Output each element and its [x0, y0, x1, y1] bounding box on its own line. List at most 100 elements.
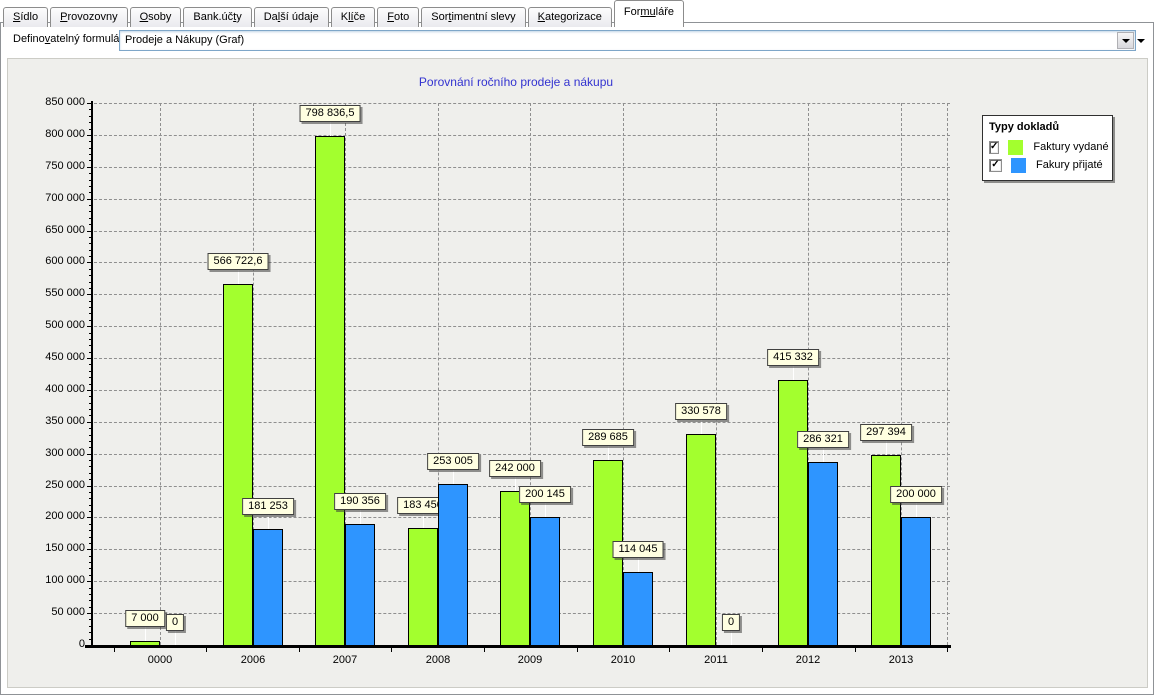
bar-value-label: 798 836,5: [299, 105, 361, 122]
bar-value-label: 242 000: [489, 460, 541, 477]
label-connector: [145, 627, 146, 641]
tab-foto[interactable]: Foto: [377, 7, 420, 27]
y-gridline: [94, 103, 950, 104]
label-connector: [515, 477, 516, 491]
bar-value-label: 183 450: [397, 497, 449, 514]
plot-area: 0 50 000 100 000 150 000 200 000 250 000 300 0…: [45, 96, 957, 666]
tab-klice[interactable]: Klíče: [330, 7, 376, 27]
tab-label-part: mu: [640, 6, 656, 18]
x-axis-label: 2012: [795, 654, 821, 666]
y-gridline: [94, 135, 950, 136]
tab-label-part: K: [537, 11, 545, 23]
y-axis-label: 300 000: [45, 447, 85, 459]
x-gridline: [947, 103, 948, 645]
y-axis-tick: [87, 199, 93, 200]
bar-value-label: 0: [721, 614, 741, 631]
chart-title: Porovnání ročního prodeje a nákupu: [418, 75, 614, 89]
bar-faktury-vydane-2013: [871, 455, 901, 645]
tab-label-part: če: [353, 11, 366, 23]
bar-value-label: 297 394: [860, 424, 912, 441]
y-axis-label: 0: [78, 638, 85, 650]
tab-kategorizace[interactable]: Kategorizace: [527, 7, 612, 27]
tab-label-part: F: [387, 11, 394, 23]
bar-value-label: 566 722,6: [207, 253, 269, 270]
tab-label-part: K: [340, 11, 349, 23]
tab-label-part: For: [623, 6, 641, 18]
toolbar: Definovatelný formulář: Prodeje a Nákupy…: [1, 23, 1153, 58]
legend-label: Fakury přijaté: [1036, 159, 1103, 171]
label-connector: [330, 122, 331, 136]
bar-faktury-vydane-2009: [500, 491, 530, 645]
y-axis-tick: [87, 167, 93, 168]
tab-label-part: oto: [393, 11, 410, 23]
extra-dropdown-button[interactable]: [1134, 36, 1148, 46]
tab-formulare[interactable]: Formuláře: [613, 0, 684, 27]
y-axis-label: 250 000: [45, 479, 85, 491]
x-axis-tick: [947, 648, 948, 652]
y-gridline: [94, 422, 950, 423]
legend-checkbox-fakury-prijate[interactable]: ✓: [989, 158, 1002, 172]
y-axis-tick: [87, 422, 93, 423]
y-gridline: [94, 358, 950, 359]
bar-fakury-prijate-2009: [530, 517, 560, 645]
y-axis-label: 200 000: [45, 510, 85, 522]
tab-sidlo[interactable]: Sídlo: [3, 7, 49, 27]
x-axis-tick: [855, 648, 856, 652]
combobox-dropdown-button[interactable]: [1117, 32, 1134, 49]
y-axis-label: 100 000: [45, 574, 85, 586]
label-connector: [453, 470, 454, 484]
y-axis-tick: [87, 613, 93, 614]
y-axis-label: 750 000: [45, 160, 85, 172]
legend-rows: ✓ Faktury vydané ✓ Fakury přijaté: [989, 138, 1109, 174]
form-selector-label-part: v: [44, 33, 51, 45]
tab-label-part: t: [448, 11, 452, 23]
x-axis-tick: [299, 648, 300, 652]
tab-provozovny[interactable]: Provozovny: [50, 7, 128, 27]
tab-label-part: láře: [655, 6, 674, 18]
legend-checkbox-faktury-vydane[interactable]: ✓: [989, 140, 1000, 154]
x-axis-label: 2007: [332, 654, 358, 666]
tab-dalsi-udaje[interactable]: Další údaje: [253, 7, 329, 27]
tab-bank-ucty[interactable]: Bank.účty: [183, 7, 252, 27]
form-selector-combobox[interactable]: Prodeje a Nákupy (Graf): [119, 30, 1136, 51]
y-gridline: [94, 231, 950, 232]
x-axis-tick: [577, 648, 578, 652]
bar-value-label: 289 685: [582, 429, 634, 446]
x-axis-label: 0000: [147, 654, 173, 666]
tab-label-part: S: [13, 11, 21, 23]
tab-sortimentni-slevy[interactable]: Sortimentní slevy: [421, 7, 526, 27]
legend: Typy dokladů ✓ Faktury vydané ✓ Fakury přij…: [982, 115, 1113, 181]
bar-value-label: 330 578: [675, 403, 727, 420]
y-axis-tick: [87, 390, 93, 391]
x-axis-tick: [484, 648, 485, 652]
label-connector: [608, 446, 609, 460]
x-axis-label: 2013: [888, 654, 914, 666]
bar-value-label: 181 253: [242, 498, 294, 515]
form-selector-label-part: Defino: [13, 33, 45, 45]
label-connector: [268, 515, 269, 529]
bar-value-label: 190 356: [334, 493, 386, 510]
x-axis-label: 2006: [240, 654, 266, 666]
tab-page-formulare: Definovatelný formulář: Prodeje a Nákupy…: [0, 22, 1154, 695]
y-axis-tick: [87, 262, 93, 263]
chevron-down-icon: [1137, 39, 1145, 43]
bar-value-label: 253 005: [427, 453, 479, 470]
y-gridline: [94, 199, 950, 200]
y-gridline: [94, 326, 950, 327]
bar-value-label: 286 321: [797, 431, 849, 448]
tab-osoby[interactable]: Osoby: [129, 7, 182, 27]
x-gridline: [438, 103, 439, 645]
x-gridline: [160, 103, 161, 645]
tab-label-part: Sor: [431, 11, 449, 23]
bar-value-label: 0: [165, 614, 185, 631]
y-axis-label: 400 000: [45, 383, 85, 395]
legend-item-fakury-prijate: ✓ Fakury přijaté: [989, 156, 1106, 174]
x-axis-label: 2008: [425, 654, 451, 666]
y-axis-label: 350 000: [45, 415, 85, 427]
y-axis-tick: [87, 231, 93, 232]
x-gridline: [345, 103, 346, 645]
y-axis-label: 850 000: [45, 96, 85, 108]
tab-bar: Sídlo Provozovny Osoby Bank.účty Další údaje…: [0, 0, 1156, 27]
x-axis-label: 2009: [517, 654, 543, 666]
